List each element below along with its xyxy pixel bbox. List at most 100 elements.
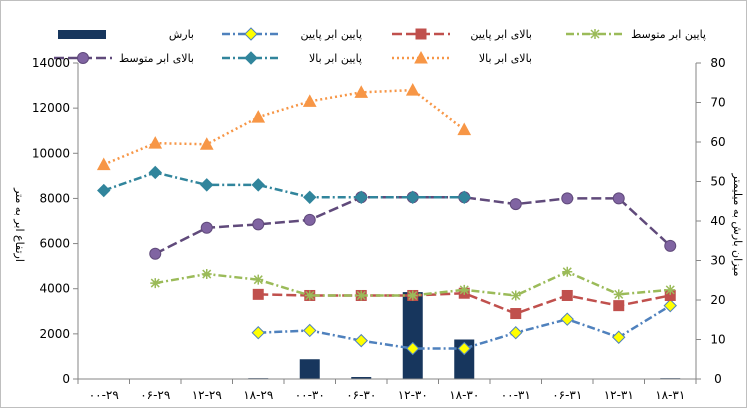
- legend-label: پایین ابر پایین: [300, 28, 362, 41]
- y-right-tick-label: 80: [710, 56, 725, 70]
- series-point: [77, 52, 89, 64]
- series-point: [97, 183, 111, 198]
- series-point: [303, 190, 317, 205]
- series-point: [457, 122, 472, 136]
- series-point: [150, 278, 161, 289]
- legend-item: بارش: [58, 28, 194, 41]
- legend-item: بالای ابر بالا: [392, 50, 532, 65]
- y-left-tick-label: 0: [62, 372, 70, 386]
- legend-item: بالای ابر پایین: [392, 28, 532, 41]
- axes: 0 2000 4000 6000 8000 10000 12000 14000 0 10 20 30 4…: [32, 56, 726, 402]
- series-point: [562, 266, 573, 277]
- legend-label: بالای ابر پایین: [470, 28, 532, 41]
- y-left-tick-label: 8000: [39, 191, 70, 205]
- precip-bar: [402, 292, 423, 379]
- series-point: [561, 289, 573, 301]
- series-point: [510, 308, 522, 320]
- lines: [96, 83, 677, 356]
- x-tick-label: ۰۶-۳۰: [346, 388, 376, 402]
- series-point: [613, 289, 624, 300]
- series-point: [664, 239, 677, 252]
- legend-item: پایین ابر بالا: [222, 51, 362, 65]
- y-left-tick-label: 4000: [39, 282, 70, 296]
- x-tick-label: ۱۸-۳۰: [449, 388, 479, 402]
- x-tick-label: ۰۶-۲۹: [140, 388, 170, 402]
- series-line-group: [97, 165, 471, 205]
- legend-label: بارش: [169, 28, 194, 41]
- x-tick-label: ۱۲-۳۰: [398, 388, 428, 402]
- series-point: [244, 51, 258, 65]
- x-tick-label: ۰۶-۳۱: [552, 388, 582, 402]
- y-right-tick-label: 70: [710, 96, 725, 110]
- series-point: [560, 312, 574, 326]
- y-left-axis-label: ارتفاع ابر به متر: [13, 187, 26, 262]
- series-point: [253, 274, 264, 285]
- series-point: [149, 247, 162, 260]
- bars: [248, 292, 681, 380]
- y-right-axis-label: میزان بارش به میلیمتر: [731, 173, 744, 277]
- series-point: [459, 284, 470, 295]
- legend-item: پایین ابر متوسط: [566, 28, 706, 41]
- series-line-group: [150, 266, 676, 301]
- legend: پایین ابر متوسط بالای ابر پایین پایین ابر …: [54, 27, 706, 65]
- series-point: [407, 290, 418, 301]
- series-point: [200, 178, 214, 192]
- y-right-tick-label: 30: [710, 254, 725, 268]
- x-tick-label: ۱۸-۳۱: [655, 388, 685, 402]
- y-right-tick-label: 10: [710, 333, 725, 347]
- series-point: [405, 83, 420, 96]
- x-tick-label: ۱۲-۳۱: [604, 388, 634, 402]
- legend-swatch: [58, 30, 106, 39]
- series-point: [303, 213, 316, 226]
- precip-bar: [299, 359, 320, 379]
- series-point: [148, 136, 163, 149]
- series-point: [304, 290, 315, 301]
- series-point: [356, 290, 367, 301]
- series-line: [103, 171, 465, 199]
- series-point: [613, 300, 625, 312]
- series-point: [251, 178, 265, 192]
- series-point: [590, 29, 600, 39]
- legend-label: پایین ابر بالا: [309, 52, 362, 65]
- series-point: [303, 323, 317, 338]
- y-right-tick-label: 20: [710, 293, 725, 307]
- series-point: [252, 288, 264, 300]
- y-left-tick-label: 6000: [39, 237, 70, 251]
- y-right-tick-label: 40: [710, 214, 725, 228]
- series-point: [663, 298, 677, 313]
- series-point: [200, 221, 213, 234]
- series-point: [96, 157, 111, 171]
- x-tick-label: ۰۰-۳۱: [501, 388, 531, 402]
- y-right-tick-label: 60: [710, 135, 725, 149]
- series-point: [510, 290, 521, 301]
- y-right-tick-label: 0: [714, 372, 722, 386]
- y-left-tick-label: 2000: [39, 327, 70, 341]
- series-point: [612, 330, 626, 344]
- series-line: [258, 291, 671, 315]
- series-point: [148, 165, 162, 180]
- y-left-tick-label: 14000: [32, 56, 70, 70]
- series-line-group: [96, 83, 472, 171]
- series-point: [665, 284, 676, 295]
- legend-label: بالای ابر متوسط: [119, 52, 194, 65]
- series-point: [252, 218, 265, 231]
- series-point: [251, 110, 266, 123]
- y-left-tick-label: 10000: [32, 146, 70, 160]
- series-point: [509, 326, 523, 340]
- x-tick-label: ۱۸-۲۹: [243, 388, 273, 402]
- series-point: [302, 94, 317, 107]
- series-point: [354, 190, 368, 205]
- series-point: [406, 341, 420, 356]
- series-point: [199, 137, 214, 150]
- y-right-tick-label: 50: [710, 175, 725, 189]
- series-point: [457, 190, 471, 205]
- series-point: [509, 198, 522, 211]
- x-tick-label: ۰۰-۳۰: [295, 388, 325, 402]
- legend-item: پایین ابر پایین: [222, 27, 362, 41]
- series-point: [251, 326, 265, 340]
- x-tick-label: ۱۲-۲۹: [192, 388, 222, 402]
- precip-bar: [351, 377, 372, 379]
- series-point: [244, 27, 258, 41]
